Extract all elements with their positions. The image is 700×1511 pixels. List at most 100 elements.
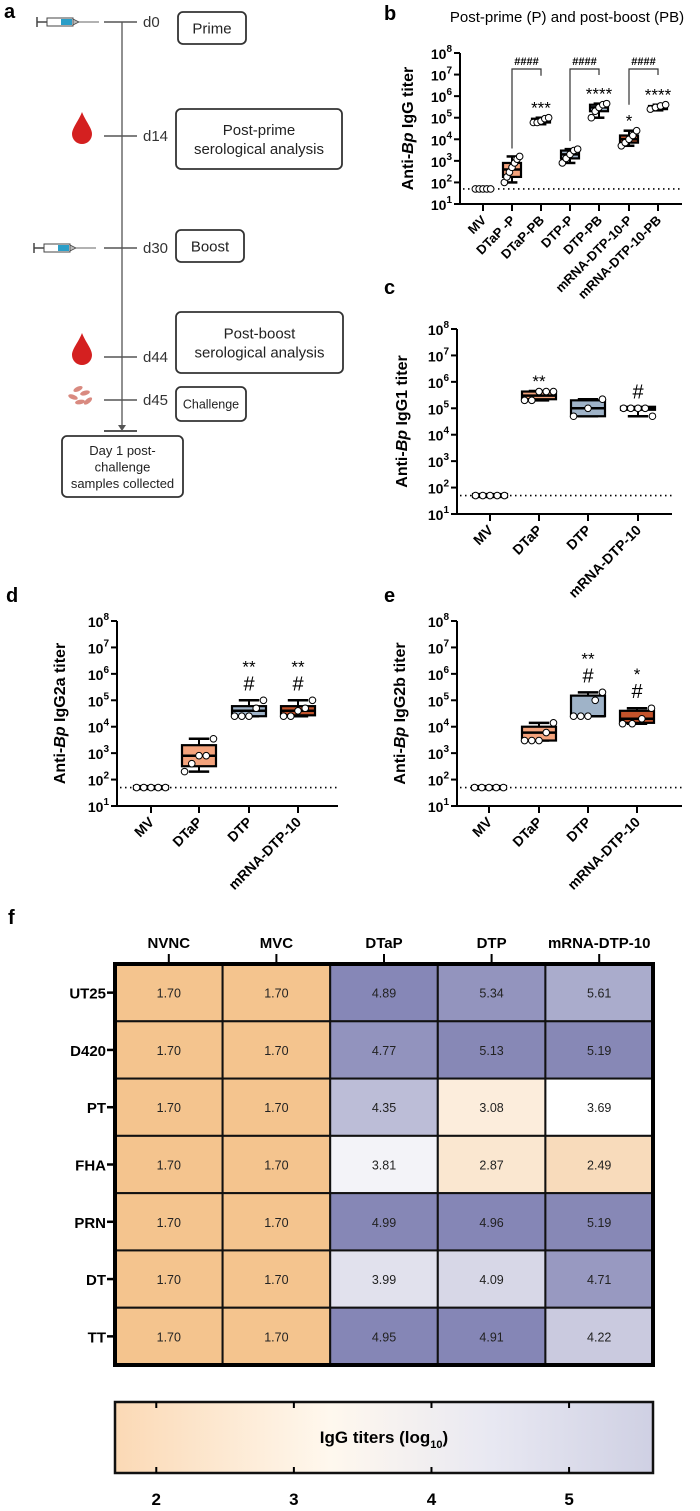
data-point xyxy=(237,712,246,720)
heatmap-cell xyxy=(329,1306,439,1366)
heatmap-cell xyxy=(544,1192,655,1252)
heatmap-cell xyxy=(544,1020,655,1080)
box-group: DTaP ** xyxy=(509,372,558,558)
end-label: samples collected xyxy=(71,476,174,491)
column-header: MVC xyxy=(260,935,294,952)
data-point xyxy=(500,491,509,500)
data-point xyxy=(230,712,239,720)
data-point xyxy=(542,728,551,737)
heatmap-cell xyxy=(329,1020,439,1080)
data-point xyxy=(598,395,607,404)
y-axis-title: Anti-Bp IgG2b titer xyxy=(392,642,409,784)
y-tick-label: 106 xyxy=(428,373,450,391)
cell-value: 5.19 xyxy=(587,1216,611,1230)
hash-annotation: # xyxy=(292,673,304,695)
data-point xyxy=(618,719,627,728)
data-point xyxy=(492,783,501,792)
column-header: DTP xyxy=(477,935,507,952)
box-group: DTP #** xyxy=(563,649,607,845)
y-tick-label: 106 xyxy=(88,665,110,683)
data-point xyxy=(515,152,524,161)
y-tick-label: 104 xyxy=(428,426,450,444)
data-point xyxy=(641,404,650,413)
event-box xyxy=(175,386,247,422)
y-tick-label: 106 xyxy=(431,87,453,105)
bacterium-shape xyxy=(80,390,90,396)
y-tick-label: 101 xyxy=(431,195,453,213)
event-box xyxy=(175,108,343,170)
heatmap-cell xyxy=(114,1134,224,1195)
heatmap-cell xyxy=(329,963,439,1023)
colorbar-label: IgG titers (log10) xyxy=(320,1428,448,1451)
y-tick-label: 105 xyxy=(428,691,450,709)
data-point xyxy=(569,412,578,421)
event-label: Challenge xyxy=(183,397,239,411)
data-point xyxy=(279,712,288,720)
hash-annotation: # xyxy=(631,681,643,703)
heatmap-cell xyxy=(221,1020,332,1080)
heatmap-cell xyxy=(221,1192,332,1252)
row-label: PT xyxy=(87,1100,106,1117)
bracket-label: #### xyxy=(572,56,596,68)
y-tick-label: 103 xyxy=(428,452,450,470)
comparison-bracket xyxy=(628,68,659,105)
day-label: d44 xyxy=(143,349,168,366)
hash-annotation: # xyxy=(582,665,594,687)
x-tick-label: DTP xyxy=(563,814,594,845)
box-group: MV xyxy=(131,783,170,840)
panel-label-e: e xyxy=(384,585,395,607)
y-tick-label: 101 xyxy=(428,505,450,523)
syringe-icon xyxy=(33,243,96,253)
cell-value: 3.08 xyxy=(479,1101,503,1115)
data-point xyxy=(499,783,508,792)
data-point xyxy=(527,396,536,405)
significance-stars: * xyxy=(634,665,641,684)
boxplot-panel-d: 101 102 103 104 105 106 107 108 Anti-Bp IgG2a ti… xyxy=(52,612,338,893)
data-point xyxy=(139,783,148,792)
day-label: d45 xyxy=(143,392,168,409)
bacterium-shape xyxy=(73,386,83,392)
data-point xyxy=(587,113,596,122)
heatmap-cell xyxy=(544,1134,655,1195)
event-box xyxy=(175,311,344,374)
y-tick-label: 108 xyxy=(88,612,110,630)
y-tick-label: 108 xyxy=(428,320,450,338)
data-point xyxy=(544,113,553,122)
cell-value: 1.70 xyxy=(264,1044,288,1058)
column-header: NVNC xyxy=(148,935,191,952)
heatmap-cell xyxy=(221,1134,332,1195)
panel-label-c: c xyxy=(384,277,395,299)
panel-label-b: b xyxy=(384,3,396,25)
cell-value: 2.87 xyxy=(479,1159,503,1173)
heatmap-border xyxy=(113,962,655,1367)
boxplot-panel-b: 101 102 103 104 105 106 107 108 Anti-Bp IgG tite… xyxy=(400,44,682,302)
y-tick-label: 105 xyxy=(431,109,453,127)
data-point xyxy=(661,100,670,109)
y-tick-label: 103 xyxy=(88,744,110,762)
event-box xyxy=(175,229,245,263)
data-point xyxy=(477,783,486,792)
x-tick-label: MV xyxy=(469,813,496,840)
data-point xyxy=(632,126,641,135)
data-point xyxy=(245,712,253,720)
syringe-icon xyxy=(36,17,99,27)
panel-label-a: a xyxy=(4,1,16,23)
y-tick-label: 107 xyxy=(431,66,453,84)
blood-drop-icon xyxy=(72,112,92,144)
data-point xyxy=(202,751,211,760)
cell-value: 4.09 xyxy=(479,1273,503,1287)
arrowhead-icon xyxy=(118,425,126,431)
data-point xyxy=(573,145,582,153)
data-point xyxy=(638,714,646,723)
x-tick-label: DTP xyxy=(224,814,255,845)
data-point xyxy=(478,491,487,500)
cell-value: 1.70 xyxy=(157,1159,181,1173)
y-tick-label: 102 xyxy=(88,771,110,789)
cell-value: 1.70 xyxy=(157,1044,181,1058)
cell-value: 4.95 xyxy=(372,1330,396,1344)
data-point xyxy=(154,783,163,792)
hash-annotation: # xyxy=(243,673,255,695)
heatmap-cell xyxy=(221,1077,332,1137)
day-label: d0 xyxy=(143,14,160,31)
